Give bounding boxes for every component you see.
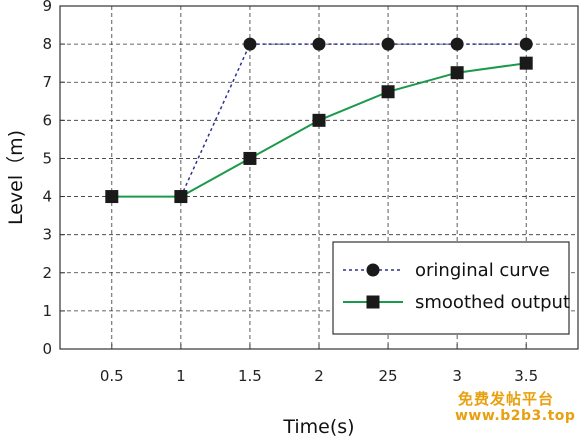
legend-box xyxy=(332,241,570,335)
data-point-1 xyxy=(105,190,119,204)
legend-label-smoothed: smoothed output xyxy=(415,292,570,313)
data-point-1 xyxy=(174,190,188,204)
x-tick-label: 2 xyxy=(314,367,324,385)
y-tick-label: 7 xyxy=(42,73,52,91)
y-tick-label: 1 xyxy=(42,302,52,320)
x-axis-label: Time(s) xyxy=(282,416,354,438)
x-tick-label: 25 xyxy=(379,367,398,385)
legend-marker-shape xyxy=(366,263,380,277)
data-point-1 xyxy=(243,151,257,165)
data-point-1 xyxy=(381,85,395,99)
y-tick-label: 0 xyxy=(42,340,52,358)
legend-marker-smoothed xyxy=(366,295,380,309)
legend: oringinal curve smoothed output xyxy=(332,241,570,335)
legend-marker-original xyxy=(366,263,380,277)
data-point-0 xyxy=(519,37,533,51)
y-tick-label: 5 xyxy=(42,149,52,167)
data-point-1 xyxy=(312,113,326,127)
x-tick-label: 3.5 xyxy=(514,367,538,385)
x-tick-label: 3 xyxy=(452,367,462,385)
y-tick-label: 2 xyxy=(42,264,52,282)
data-point-0 xyxy=(312,37,326,51)
y-tick-label: 8 xyxy=(42,35,52,53)
x-ticks: 0.5 1 1.5 2 25 3 3.5 xyxy=(100,344,538,385)
x-tick-label: 1.5 xyxy=(238,367,262,385)
y-tick-label: 3 xyxy=(42,226,52,244)
y-tick-label: 6 xyxy=(42,111,52,129)
watermark-title: 免费发帖平台 xyxy=(458,390,555,408)
data-point-0 xyxy=(450,37,464,51)
legend-marker-shape xyxy=(366,295,380,309)
watermark-url: www.b2b3.top xyxy=(455,408,576,424)
data-point-0 xyxy=(381,37,395,51)
data-point-1 xyxy=(519,56,533,70)
series-layer xyxy=(105,37,533,204)
y-tick-label: 9 xyxy=(42,0,52,15)
x-tick-label: 1 xyxy=(176,367,186,385)
y-ticks: 0 1 2 3 4 5 6 7 8 9 xyxy=(42,0,65,358)
x-tick-label: 0.5 xyxy=(100,367,124,385)
series-line-0 xyxy=(180,43,527,197)
data-point-1 xyxy=(450,66,464,80)
y-axis-label: Level（m) xyxy=(5,130,27,225)
legend-label-original: oringinal curve xyxy=(415,260,550,281)
y-tick-label: 4 xyxy=(42,188,52,206)
data-point-0 xyxy=(243,37,257,51)
